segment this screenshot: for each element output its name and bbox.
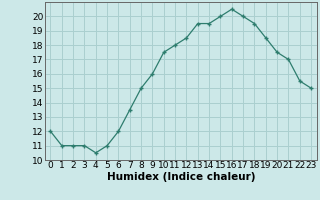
X-axis label: Humidex (Indice chaleur): Humidex (Indice chaleur) <box>107 172 255 182</box>
